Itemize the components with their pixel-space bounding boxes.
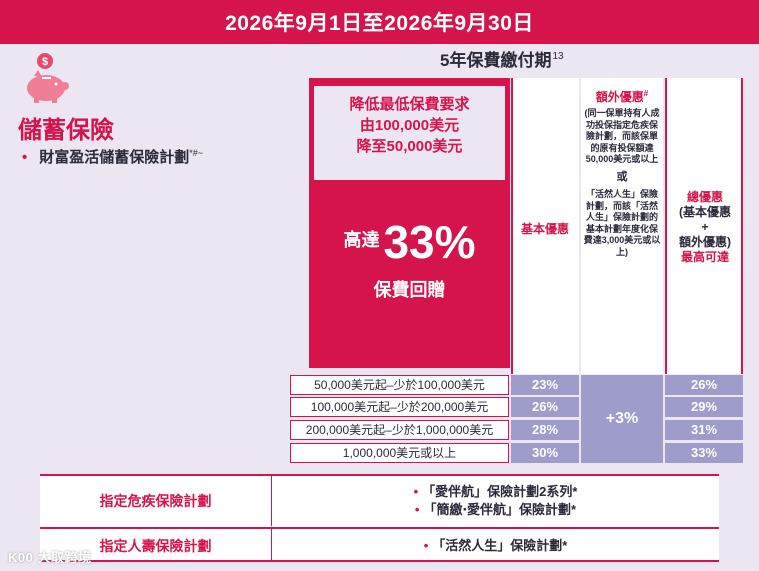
plan-list: • 「愛伴航」保險計劃2系列* • 「簡繳‧愛伴航」保險計劃* bbox=[272, 476, 719, 526]
product-category: 儲蓄保險 bbox=[18, 117, 114, 144]
tier-row: 1,000,000美元或以上 30% 33% bbox=[290, 443, 743, 463]
extra-offer-header: 額外優惠# bbox=[581, 88, 663, 105]
bullet-icon: • bbox=[414, 502, 420, 517]
plan-item: • 「簡繳‧愛伴航」保險計劃* bbox=[415, 501, 576, 519]
plan-list: • 「活然人生」保險計劃* bbox=[272, 529, 719, 562]
plan-item-name: 「簡繳‧愛伴航」保險計劃* bbox=[423, 502, 577, 517]
tier-total-rate: 26% bbox=[665, 375, 743, 395]
svg-text:$: $ bbox=[42, 56, 48, 68]
total-max: 最高可達 bbox=[680, 250, 729, 264]
payment-period: 5年保費繳付期13 bbox=[440, 46, 564, 71]
min-premium-notice: 降低最低保費要求 由100,000美元 降至50,000美元 bbox=[314, 86, 505, 180]
tier-basic-rate: 26% bbox=[511, 397, 579, 417]
total-plus: + bbox=[701, 220, 709, 234]
tier-basic-rate: 28% bbox=[511, 420, 579, 440]
extra-offer-title: 額外優惠 bbox=[595, 90, 644, 104]
plan-row: 指定人壽保險計劃 • 「活然人生」保險計劃* bbox=[40, 527, 719, 562]
payment-period-label: 5年保費繳付期 bbox=[440, 51, 552, 70]
tier-range: 100,000美元起–少於200,000美元 bbox=[290, 397, 509, 417]
date-banner: 2026年9月1日至2026年9月30日 bbox=[0, 0, 759, 44]
tier-basic-rate: 23% bbox=[511, 375, 579, 395]
extra-offer-conditions: (同一保單持有人成功投保指定危疾保險計劃，而該保單的原有投保額達50,000美元… bbox=[583, 108, 661, 258]
basic-offer-header: 基本優惠 bbox=[520, 222, 569, 236]
tier-basic-rate: 30% bbox=[511, 443, 579, 463]
extra-offer-mark: # bbox=[643, 89, 649, 98]
rebate-highlight: 高達33% 保費回贈 bbox=[309, 212, 510, 302]
rebate-prefix: 高達 bbox=[343, 230, 380, 250]
designated-plans-table: 指定危疾保險計劃 • 「愛伴航」保險計劃2系列* • 「簡繳‧愛伴航」保險計劃* 指… bbox=[40, 474, 719, 562]
bullet-icon: • bbox=[413, 484, 419, 499]
bullet-icon: • bbox=[423, 537, 429, 553]
plan-category: 指定危疾保險計劃 bbox=[40, 476, 272, 526]
piggy-bank-icon: $ bbox=[27, 53, 69, 103]
extra-offer-column bbox=[581, 78, 663, 374]
product-item-name: 財富盈活儲蓄保險計劃 bbox=[39, 149, 190, 166]
tier-total-rate: 31% bbox=[665, 420, 743, 440]
plan-row: 指定危疾保險計劃 • 「愛伴航」保險計劃2系列* • 「簡繳‧愛伴航」保險計劃* bbox=[40, 476, 719, 526]
plan-item-name: 「愛伴航」保險計劃2系列* bbox=[422, 484, 578, 499]
basic-offer-column bbox=[511, 78, 579, 374]
tier-total-rate: 33% bbox=[665, 443, 743, 463]
plan-item: • 「活然人生」保險計劃* bbox=[424, 537, 568, 555]
extra-condition-or: 或 bbox=[616, 170, 628, 183]
rebate-suffix: 保費回贈 bbox=[373, 280, 446, 300]
tier-row: 100,000美元起–少於200,000美元 26% 29% bbox=[290, 397, 743, 417]
product-item-mark: *#~ bbox=[189, 148, 204, 158]
date-range: 2026年9月1日至2026年9月30日 bbox=[225, 12, 534, 35]
total-offer-header: 總優惠 (基本優惠 + 額外優惠) 最高可達 bbox=[667, 190, 743, 265]
promo-line-2: 由100,000美元 bbox=[359, 117, 460, 134]
tier-row: 50,000美元起–少於100,000美元 23% 26% bbox=[290, 375, 743, 395]
tier-range: 50,000美元起–少於100,000美元 bbox=[290, 375, 509, 395]
tier-total-rate: 29% bbox=[665, 397, 743, 417]
total-basic: (基本優惠 bbox=[679, 205, 731, 219]
total-offer-column bbox=[665, 78, 743, 374]
tier-range: 1,000,000美元或以上 bbox=[290, 443, 509, 463]
extra-condition-1: (同一保單持有人成功投保指定危疾保險計劃，而該保單的原有投保額達50,000美元… bbox=[584, 108, 660, 164]
promo-line-3: 降至50,000美元 bbox=[356, 138, 463, 155]
extra-offer-value: +3% bbox=[581, 375, 663, 463]
watermark: K00 大取跨境 bbox=[8, 550, 92, 565]
plan-item: • 「愛伴航」保險計劃2系列* bbox=[414, 483, 578, 501]
extra-condition-2: 「活然人生」保險計劃，而該「活然人生」保險計劃的基本計劃年度化保費達3,000美… bbox=[583, 189, 661, 257]
tier-range: 200,000美元起–少於1,000,000美元 bbox=[290, 420, 509, 440]
rebate-percent: 33% bbox=[383, 216, 476, 268]
plan-item-name: 「活然人生」保險計劃* bbox=[432, 537, 568, 553]
payment-period-note: 13 bbox=[552, 51, 564, 63]
product-item: • 財富盈活儲蓄保險計劃*#~ bbox=[22, 146, 203, 167]
plan-category: 指定人壽保險計劃 bbox=[40, 529, 272, 562]
bullet-icon: • bbox=[22, 149, 28, 166]
tier-row: 200,000美元起–少於1,000,000美元 28% 31% bbox=[290, 420, 743, 440]
promo-line-1: 降低最低保費要求 bbox=[349, 96, 470, 113]
total-title: 總優惠 bbox=[686, 190, 723, 204]
total-extra: 額外優惠) bbox=[679, 235, 731, 249]
